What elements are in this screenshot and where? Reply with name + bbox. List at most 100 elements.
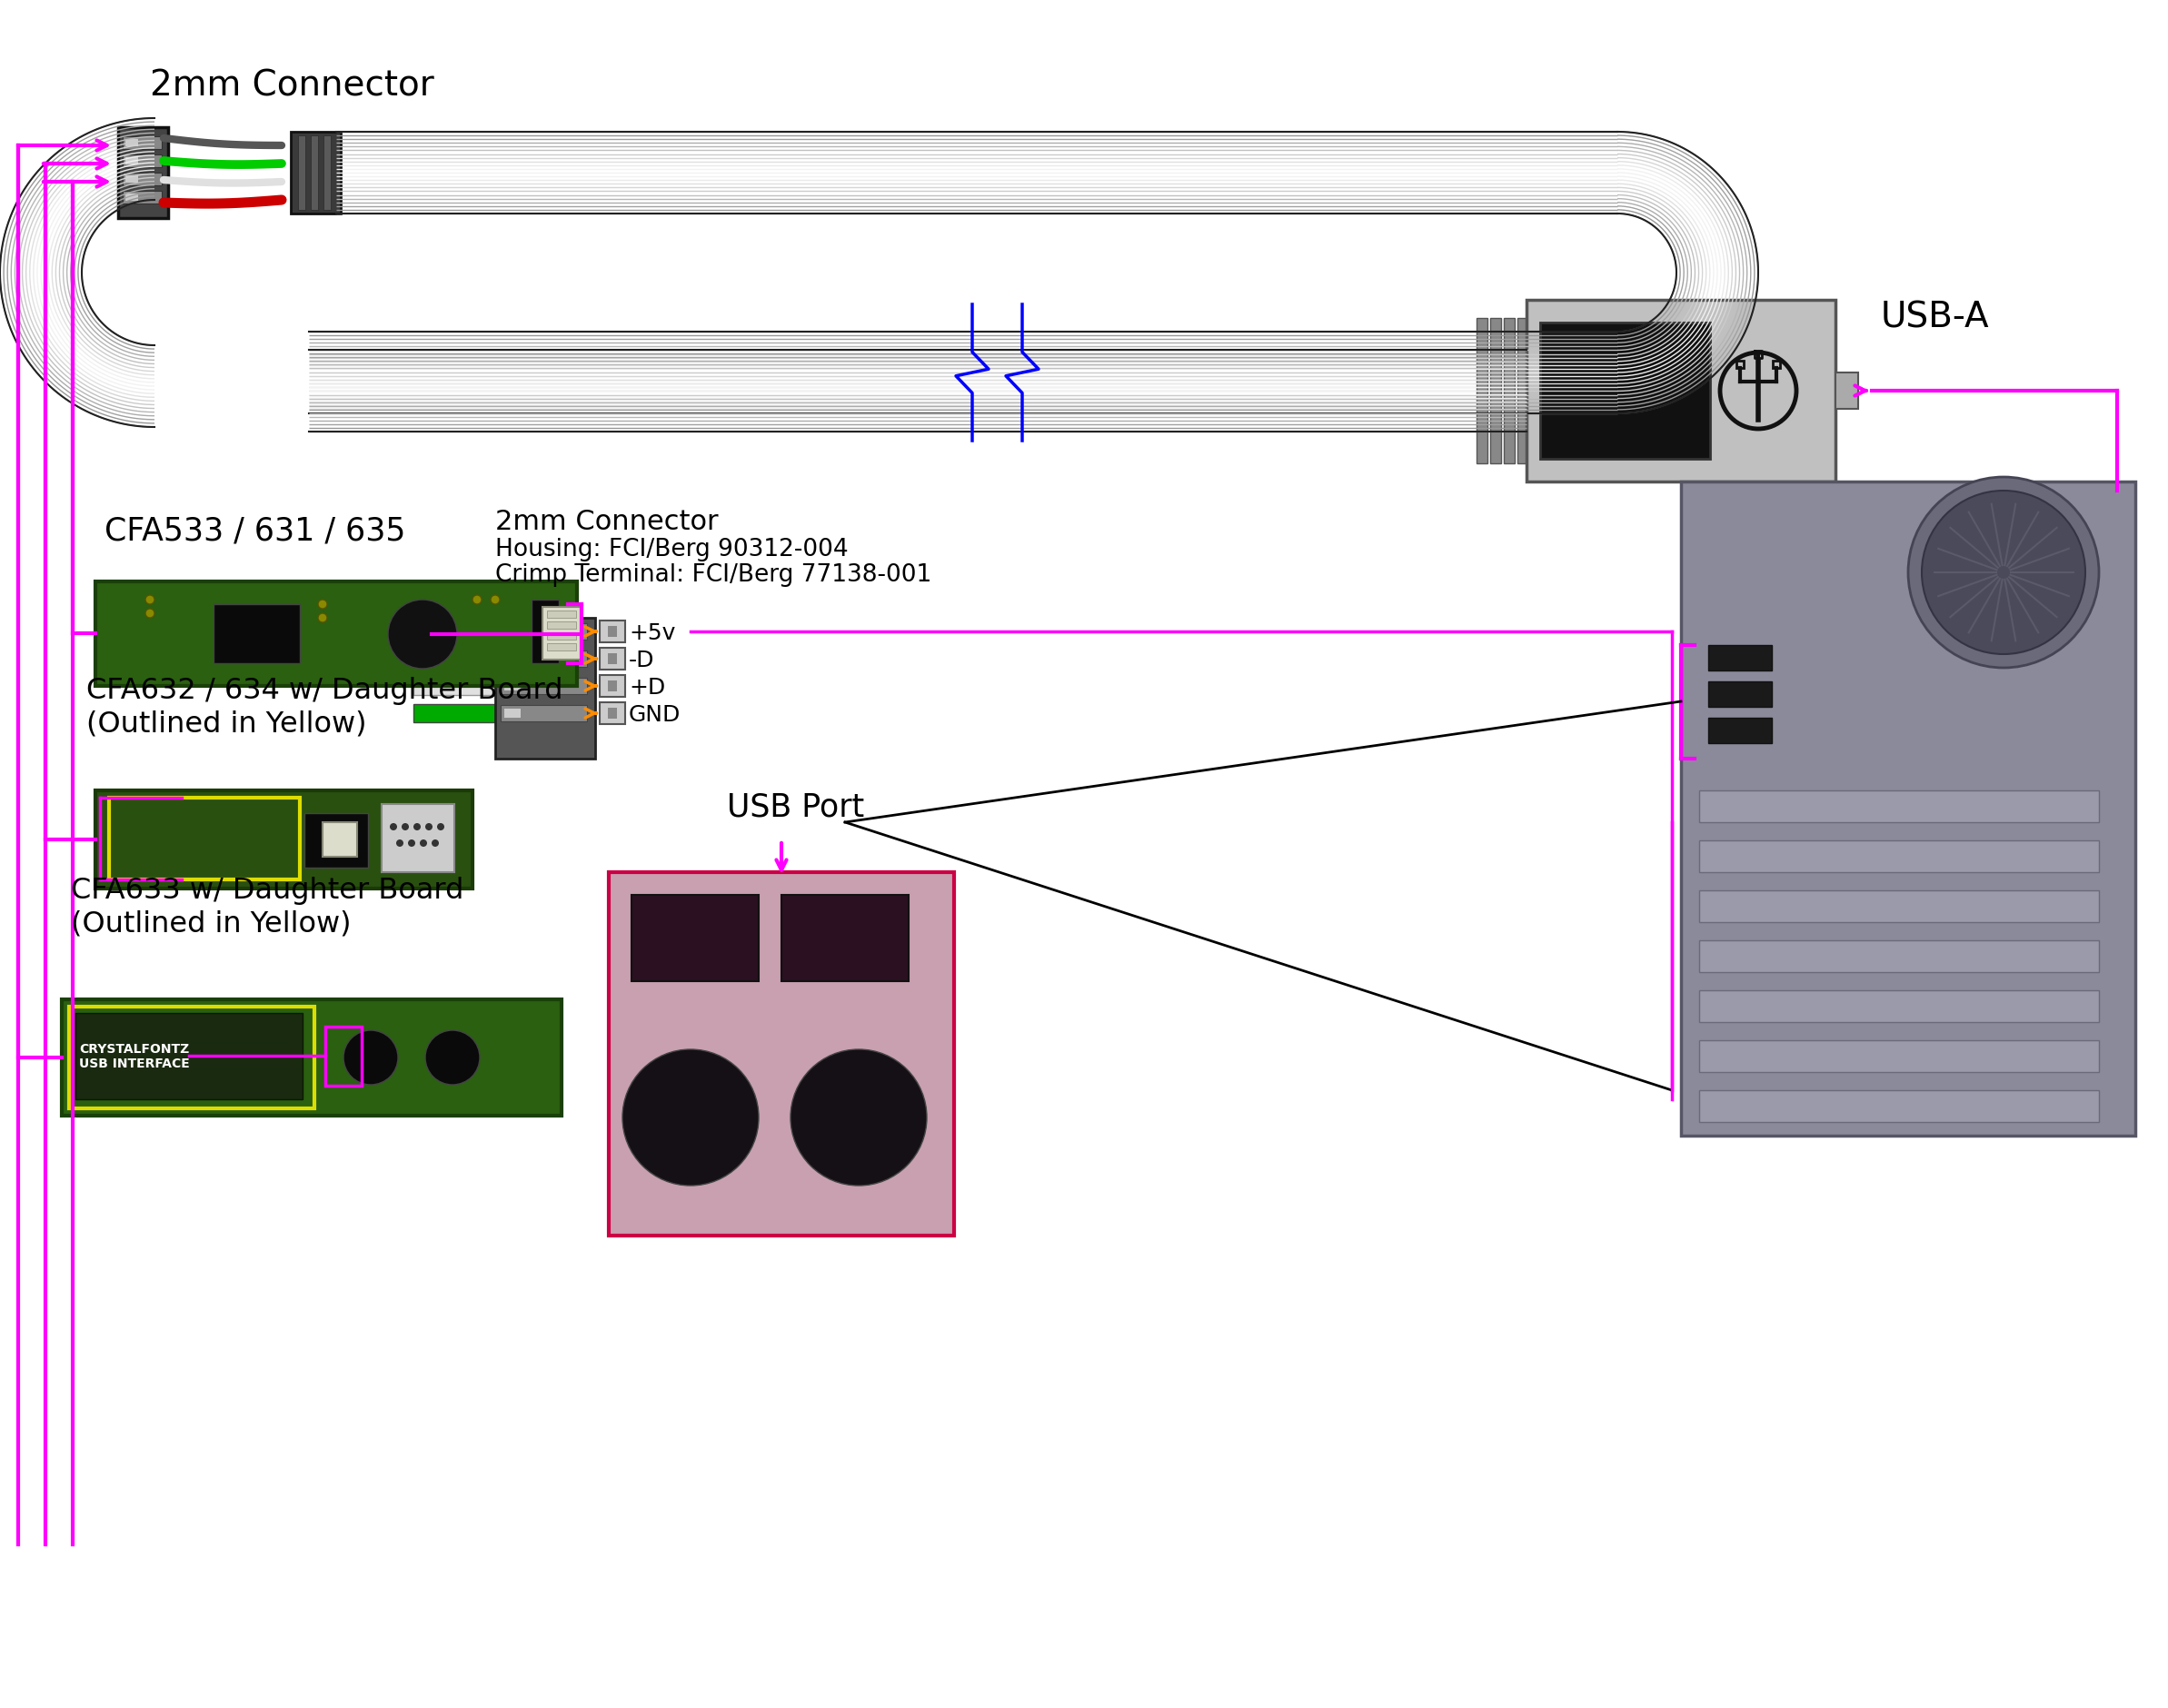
Text: CFA632 / 634 w/ Daughter Board
(Outlined in Yellow): CFA632 / 634 w/ Daughter Board (Outlined… <box>87 676 564 738</box>
Text: Housing: FCI/Berg 90312-004: Housing: FCI/Berg 90312-004 <box>494 538 848 562</box>
Bar <box>61 999 562 1115</box>
Bar <box>1700 1090 2099 1122</box>
Circle shape <box>1908 477 2099 668</box>
Bar <box>1773 360 1780 367</box>
Bar <box>531 600 559 663</box>
Bar <box>1680 482 2135 1136</box>
Bar <box>1539 323 1711 459</box>
Bar <box>609 873 954 1235</box>
Bar <box>1737 360 1743 367</box>
Bar <box>1700 840 2099 873</box>
Bar <box>95 581 577 687</box>
Bar <box>95 791 473 888</box>
Bar <box>546 644 577 651</box>
Bar <box>501 651 588 666</box>
Text: 2mm Connector: 2mm Connector <box>150 68 434 102</box>
Text: -D: -D <box>629 649 655 671</box>
Bar <box>310 135 319 210</box>
Circle shape <box>791 1049 926 1185</box>
Bar <box>414 622 494 640</box>
Bar <box>1708 681 1771 707</box>
Bar <box>124 191 163 203</box>
Bar <box>1476 318 1487 463</box>
Bar <box>1836 372 1858 408</box>
Circle shape <box>319 613 327 622</box>
Bar <box>501 705 588 721</box>
Circle shape <box>425 1030 479 1085</box>
Bar <box>69 1006 314 1108</box>
Bar <box>325 1027 362 1086</box>
Circle shape <box>490 594 501 605</box>
Bar <box>323 822 358 857</box>
Bar <box>126 157 139 164</box>
Circle shape <box>421 839 427 847</box>
Bar <box>124 173 163 186</box>
Bar <box>1700 890 2099 922</box>
Bar <box>1489 318 1500 463</box>
Circle shape <box>622 1049 759 1185</box>
Text: GND: GND <box>629 704 681 726</box>
Bar <box>607 625 618 637</box>
Circle shape <box>414 823 421 830</box>
Circle shape <box>1921 490 2086 654</box>
Bar <box>505 709 520 717</box>
Bar <box>1700 1040 2099 1073</box>
Bar <box>546 622 577 629</box>
Text: CFA533 / 631 / 635: CFA533 / 631 / 635 <box>104 516 405 547</box>
Bar <box>304 813 369 868</box>
Circle shape <box>408 839 416 847</box>
Bar <box>1700 991 2099 1021</box>
Circle shape <box>397 839 403 847</box>
Circle shape <box>319 600 327 608</box>
Text: CFA633 w/ Daughter Board
(Outlined in Yellow): CFA633 w/ Daughter Board (Outlined in Ye… <box>72 876 464 938</box>
Circle shape <box>425 823 431 830</box>
Bar <box>601 702 624 724</box>
Bar <box>505 627 520 635</box>
Bar <box>1526 301 1836 482</box>
Bar <box>607 652 618 664</box>
Bar <box>76 1013 304 1100</box>
Text: USB Port: USB Port <box>726 791 865 822</box>
Text: +5v: +5v <box>629 622 676 644</box>
Bar <box>501 623 588 639</box>
Circle shape <box>145 594 154 605</box>
Bar <box>414 649 494 668</box>
Bar <box>291 132 340 214</box>
Circle shape <box>343 1030 399 1085</box>
Bar <box>108 798 299 880</box>
Bar <box>1700 941 2099 972</box>
Circle shape <box>388 600 457 668</box>
Bar <box>117 126 169 219</box>
Text: 2mm Connector: 2mm Connector <box>494 509 718 535</box>
Bar <box>297 135 306 210</box>
Circle shape <box>390 823 397 830</box>
Text: Crimp Terminal: FCI/Berg 77138-001: Crimp Terminal: FCI/Berg 77138-001 <box>494 564 932 588</box>
Bar <box>124 137 163 149</box>
Bar <box>414 676 494 695</box>
Bar <box>212 605 299 663</box>
Circle shape <box>431 839 438 847</box>
Bar <box>1505 318 1515 463</box>
Bar <box>505 654 520 663</box>
Bar <box>1700 791 2099 822</box>
Bar <box>126 193 139 202</box>
Text: CRYSTALFONTZ
USB INTERFACE: CRYSTALFONTZ USB INTERFACE <box>80 1044 191 1071</box>
Circle shape <box>438 823 444 830</box>
Bar <box>124 154 163 167</box>
Bar <box>542 606 581 659</box>
Bar <box>501 678 588 693</box>
Text: +D: +D <box>629 676 666 699</box>
Bar <box>1708 646 1771 671</box>
Bar <box>494 618 596 758</box>
Bar <box>607 680 618 692</box>
Bar <box>607 707 618 719</box>
Circle shape <box>401 823 410 830</box>
Bar <box>631 895 759 980</box>
Bar <box>601 675 624 697</box>
Bar <box>780 895 908 980</box>
Text: USB-A: USB-A <box>1882 301 1990 335</box>
Bar <box>1708 717 1771 743</box>
Bar <box>546 632 577 639</box>
Bar <box>414 704 494 722</box>
Bar <box>601 620 624 642</box>
